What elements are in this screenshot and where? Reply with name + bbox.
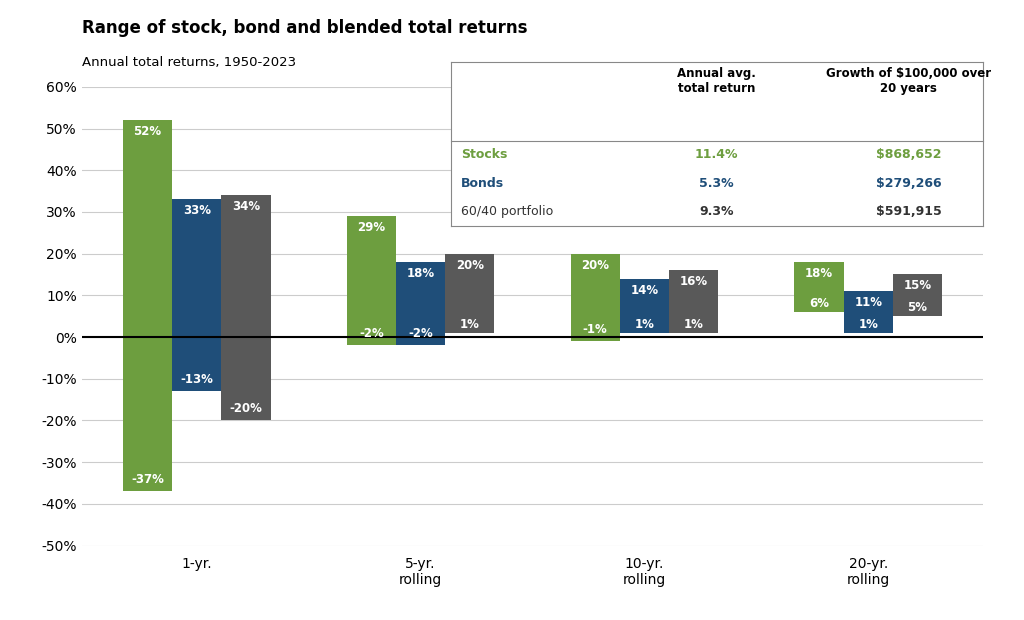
Text: 14%: 14%: [631, 284, 658, 296]
Text: -2%: -2%: [409, 327, 433, 340]
Text: 11.4%: 11.4%: [695, 148, 738, 161]
Text: 5%: 5%: [907, 301, 928, 314]
Text: -37%: -37%: [131, 474, 164, 486]
Text: -20%: -20%: [229, 402, 262, 415]
Bar: [795, 262, 844, 312]
Text: -2%: -2%: [359, 327, 384, 340]
Bar: [844, 291, 893, 333]
Text: -13%: -13%: [180, 373, 213, 386]
Text: $279,266: $279,266: [876, 177, 941, 190]
Bar: [172, 200, 221, 391]
Text: $591,915: $591,915: [876, 205, 941, 218]
Text: 60/40 portfolio: 60/40 portfolio: [461, 205, 553, 218]
Text: 34%: 34%: [231, 200, 260, 213]
Bar: [620, 278, 669, 333]
Text: 16%: 16%: [680, 275, 708, 288]
Bar: [570, 254, 620, 341]
Text: 1%: 1%: [460, 318, 480, 331]
Text: 33%: 33%: [182, 205, 211, 218]
Text: Annual total returns, 1950-2023: Annual total returns, 1950-2023: [82, 56, 296, 69]
Bar: [445, 254, 495, 333]
Text: 6%: 6%: [809, 297, 829, 310]
Text: 18%: 18%: [805, 267, 834, 280]
Bar: [221, 195, 270, 420]
Text: -1%: -1%: [583, 323, 607, 336]
Text: 15%: 15%: [903, 280, 932, 293]
Text: 20%: 20%: [582, 259, 609, 272]
Bar: [669, 270, 718, 333]
Text: 1%: 1%: [684, 318, 703, 331]
Bar: [123, 120, 172, 492]
Text: 52%: 52%: [133, 125, 162, 138]
Bar: [396, 262, 445, 345]
Bar: [893, 275, 942, 316]
Text: 29%: 29%: [357, 221, 385, 234]
Bar: [347, 216, 396, 345]
Text: Stocks: Stocks: [461, 148, 508, 161]
Text: 20%: 20%: [456, 259, 483, 272]
Text: Range of stock, bond and blended total returns: Range of stock, bond and blended total r…: [82, 19, 527, 37]
Text: 1%: 1%: [635, 318, 654, 331]
Text: Growth of $100,000 over
20 years: Growth of $100,000 over 20 years: [826, 67, 991, 95]
Text: $868,652: $868,652: [876, 148, 941, 161]
Text: 9.3%: 9.3%: [699, 205, 734, 218]
Text: 18%: 18%: [407, 267, 434, 280]
Text: 11%: 11%: [854, 296, 883, 309]
Text: 1%: 1%: [858, 318, 879, 331]
Text: Bonds: Bonds: [461, 177, 505, 190]
Text: Annual avg.
total return: Annual avg. total return: [677, 67, 757, 95]
Text: 5.3%: 5.3%: [699, 177, 734, 190]
